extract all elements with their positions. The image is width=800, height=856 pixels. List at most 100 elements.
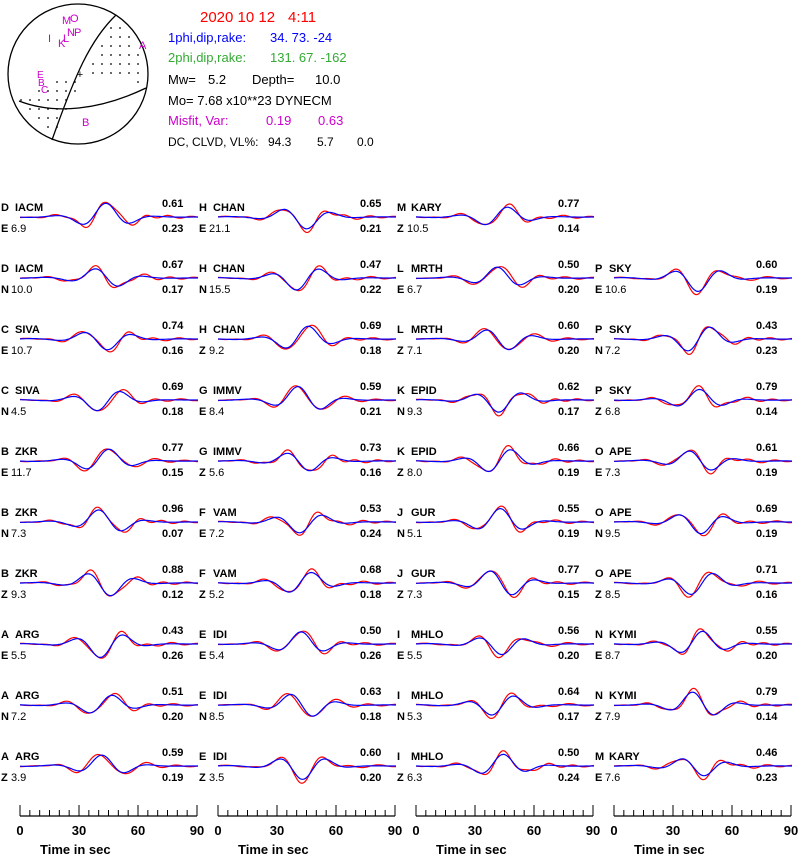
variance-value: 0.23 — [756, 345, 777, 357]
synthetic-trace — [20, 331, 198, 351]
tick-label: 0 — [214, 823, 221, 838]
event-date: 2020 10 12 — [200, 9, 275, 26]
time-axis-2: 0 30 60 90 Time in sec — [214, 805, 402, 856]
beachball-station-letters: M O N I K L P A B E C B — [37, 13, 147, 129]
synthetic-trace — [613, 758, 792, 777]
compression-dot — [56, 81, 58, 83]
bb-letter-n: N — [67, 27, 75, 39]
correlation-value: 0.46 — [756, 747, 777, 759]
variance-value: 0.17 — [558, 406, 579, 418]
station-name: IACM — [15, 202, 43, 214]
component-label: E — [397, 650, 404, 662]
variance-value: 0.20 — [558, 284, 579, 296]
tick-label: 0 — [412, 823, 419, 838]
distance-value: 6.3 — [407, 772, 422, 784]
station-name: VAM — [213, 568, 237, 580]
station-code: I — [397, 751, 400, 763]
component-label: Z — [199, 467, 206, 479]
station-code: D — [1, 263, 9, 275]
bb-letter-b: B — [82, 117, 89, 129]
compression-dot — [92, 72, 94, 74]
component-label: Z — [595, 406, 602, 418]
synthetic-trace — [20, 634, 198, 658]
compression-dot — [128, 54, 130, 56]
distance-value: 9.3 — [11, 589, 26, 601]
component-label: E — [199, 406, 206, 418]
waveform-panel-arg-z: A ARG 0.59 Z 3.9 0.19 — [1, 747, 199, 784]
waveform-panel-idi-z: E IDI 0.60 Z 3.5 0.20 — [199, 747, 396, 784]
distance-value: 11.7 — [11, 467, 32, 479]
synthetic-trace — [20, 202, 198, 225]
station-code: J — [397, 507, 403, 519]
station-name: GUR — [411, 568, 436, 580]
distance-value: 7.2 — [11, 711, 26, 723]
tick-label: 60 — [329, 823, 343, 838]
distance-value: 5.6 — [209, 467, 224, 479]
synthetic-trace — [614, 450, 792, 471]
waveform-panels: D IACM 0.61E 6.9 0.23D IACM 0.67N 10.0 0.17C SIVA… — [1, 198, 793, 784]
waveform-panel-immv-e: G IMMV 0.59 E 8.4 0.21 — [199, 381, 397, 418]
bb-letter-m: M — [62, 15, 71, 27]
station-code: F — [199, 507, 206, 519]
waveform-panel-idi-n: E IDI 0.63 N 8.5 0.18 — [199, 686, 397, 723]
synthetic-trace — [416, 753, 594, 774]
compression-dot — [38, 117, 40, 119]
bb-letter-e: E — [37, 70, 44, 81]
variance-value: 0.19 — [756, 467, 777, 479]
component-label: E — [595, 284, 602, 296]
misfit-value: 0.19 — [266, 113, 291, 128]
waveform-panel-kary-e: M KARY 0.46 E 7.6 0.23 — [595, 747, 792, 784]
distance-value: 5.3 — [407, 711, 422, 723]
bb-letter-k: K — [58, 38, 66, 50]
compression-dot — [101, 45, 103, 47]
axis-title: Time in sec — [436, 842, 507, 856]
correlation-value: 0.88 — [162, 564, 183, 576]
compression-dot — [29, 108, 31, 110]
synthetic-trace — [218, 325, 396, 349]
component-label: E — [595, 772, 602, 784]
synthetic-trace — [415, 637, 594, 656]
compression-dot — [110, 45, 112, 47]
var-value: 0.63 — [318, 113, 343, 128]
correlation-value: 0.74 — [162, 320, 184, 332]
component-label: N — [199, 711, 207, 723]
station-name: ZKR — [15, 568, 38, 580]
correlation-value: 0.47 — [360, 259, 381, 271]
nodal-plane-2 — [18, 87, 147, 110]
station-code: C — [1, 385, 9, 397]
synthetic-trace — [415, 329, 594, 351]
station-name: ARG — [15, 690, 39, 702]
station-name: MHLO — [411, 751, 444, 763]
tick-label: 0 — [610, 823, 617, 838]
component-label: E — [595, 467, 602, 479]
compression-dot — [65, 90, 67, 92]
distance-value: 5.2 — [209, 589, 224, 601]
correlation-value: 0.79 — [756, 381, 777, 393]
component-label: Z — [397, 772, 404, 784]
compression-dot — [128, 72, 130, 74]
compression-dot — [92, 63, 94, 65]
variance-value: 0.16 — [360, 467, 381, 479]
waveform-panel-chan-n: H CHAN 0.47 N 15.5 0.22 — [199, 259, 396, 296]
station-code: B — [1, 507, 9, 519]
distance-value: 7.6 — [605, 772, 620, 784]
variance-value: 0.21 — [360, 223, 381, 235]
component-label: Z — [397, 467, 404, 479]
depth-value: 10.0 — [315, 72, 340, 87]
synthetic-trace — [20, 754, 198, 774]
component-label: E — [199, 650, 206, 662]
time-axes: 0 30 60 90 Time in sec 0 30 60 90 Time in sec 0 30 6… — [16, 805, 798, 856]
distance-value: 10.6 — [605, 284, 626, 296]
component-label: N — [397, 711, 405, 723]
component-label: Z — [595, 711, 602, 723]
time-axis-4: 0 30 60 90 Time in sec — [610, 805, 798, 856]
waveform-panel-immv-z: G IMMV 0.73 Z 5.6 0.16 — [199, 442, 397, 479]
synthetic-trace — [614, 572, 792, 596]
correlation-value: 0.55 — [756, 625, 777, 637]
compression-dot — [119, 72, 121, 74]
compression-dot — [56, 90, 58, 92]
depth-label: Depth= — [252, 72, 294, 87]
compression-dot — [47, 108, 49, 110]
correlation-value: 0.69 — [756, 503, 777, 515]
station-name: MHLO — [411, 690, 444, 702]
